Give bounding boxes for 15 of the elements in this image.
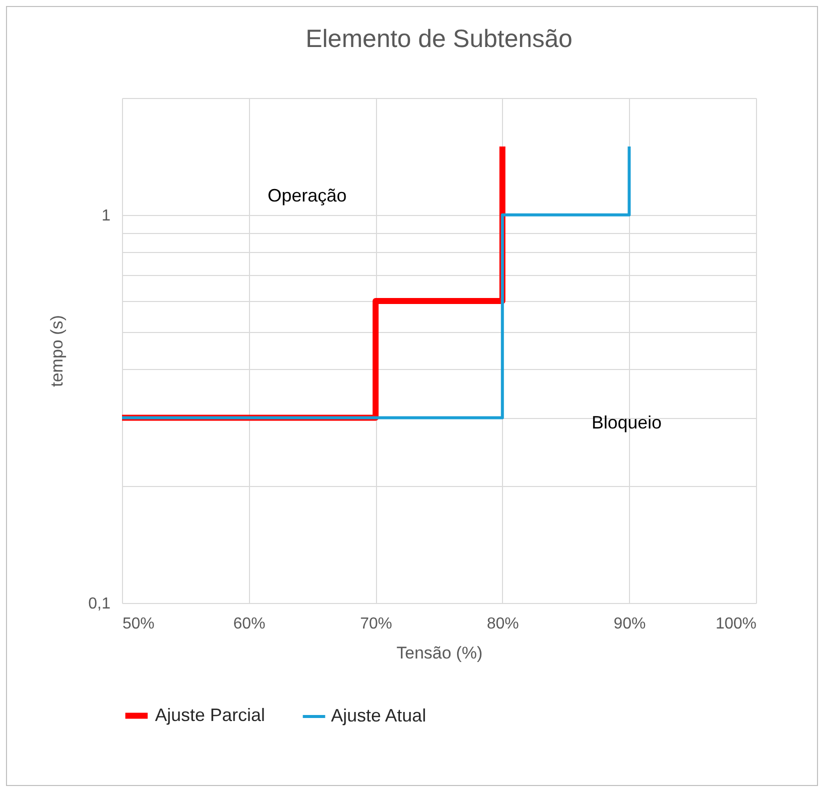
annotation: Operação: [268, 185, 347, 206]
x-tick-label: 50%: [122, 616, 155, 632]
chart-title: Elemento de Subtensão: [306, 25, 572, 53]
x-tick-label: 90%: [614, 616, 646, 632]
x-tick-label: 60%: [233, 616, 266, 632]
y-tick-label: 1: [102, 207, 111, 224]
x-tick-label: 100%: [716, 616, 756, 632]
x-tick-label: 70%: [360, 616, 392, 632]
x-axis-title: Tensão (%): [396, 644, 482, 662]
legend-label: Ajuste Atual: [331, 706, 426, 726]
y-tick-label: 0,1: [88, 596, 111, 612]
annotation: Bloqueio: [592, 412, 662, 433]
x-tick-label: 80%: [486, 616, 519, 632]
legend-label: Ajuste Parcial: [155, 704, 266, 725]
y-axis-title: tempo (s): [47, 315, 66, 387]
